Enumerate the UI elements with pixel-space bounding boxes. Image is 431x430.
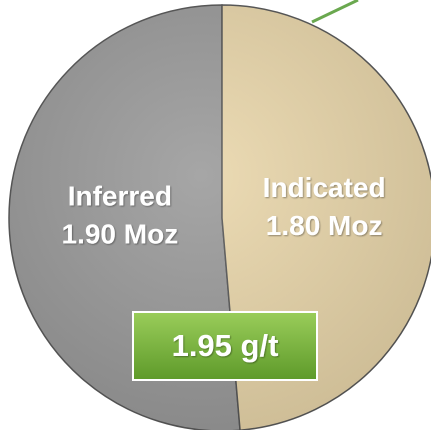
labels: Inferred 1.90 Moz Indicated 1.80 Moz	[62, 172, 386, 250]
annotation: 1.95 g/t	[172, 328, 279, 363]
category-label: Inferred	[68, 181, 172, 212]
category-label: Indicated	[263, 172, 386, 203]
annotation-box	[132, 311, 318, 381]
value-label: 1.80 Moz	[266, 210, 383, 241]
value-label: 1.90 Moz	[62, 219, 179, 250]
leader-line	[311, 0, 359, 24]
